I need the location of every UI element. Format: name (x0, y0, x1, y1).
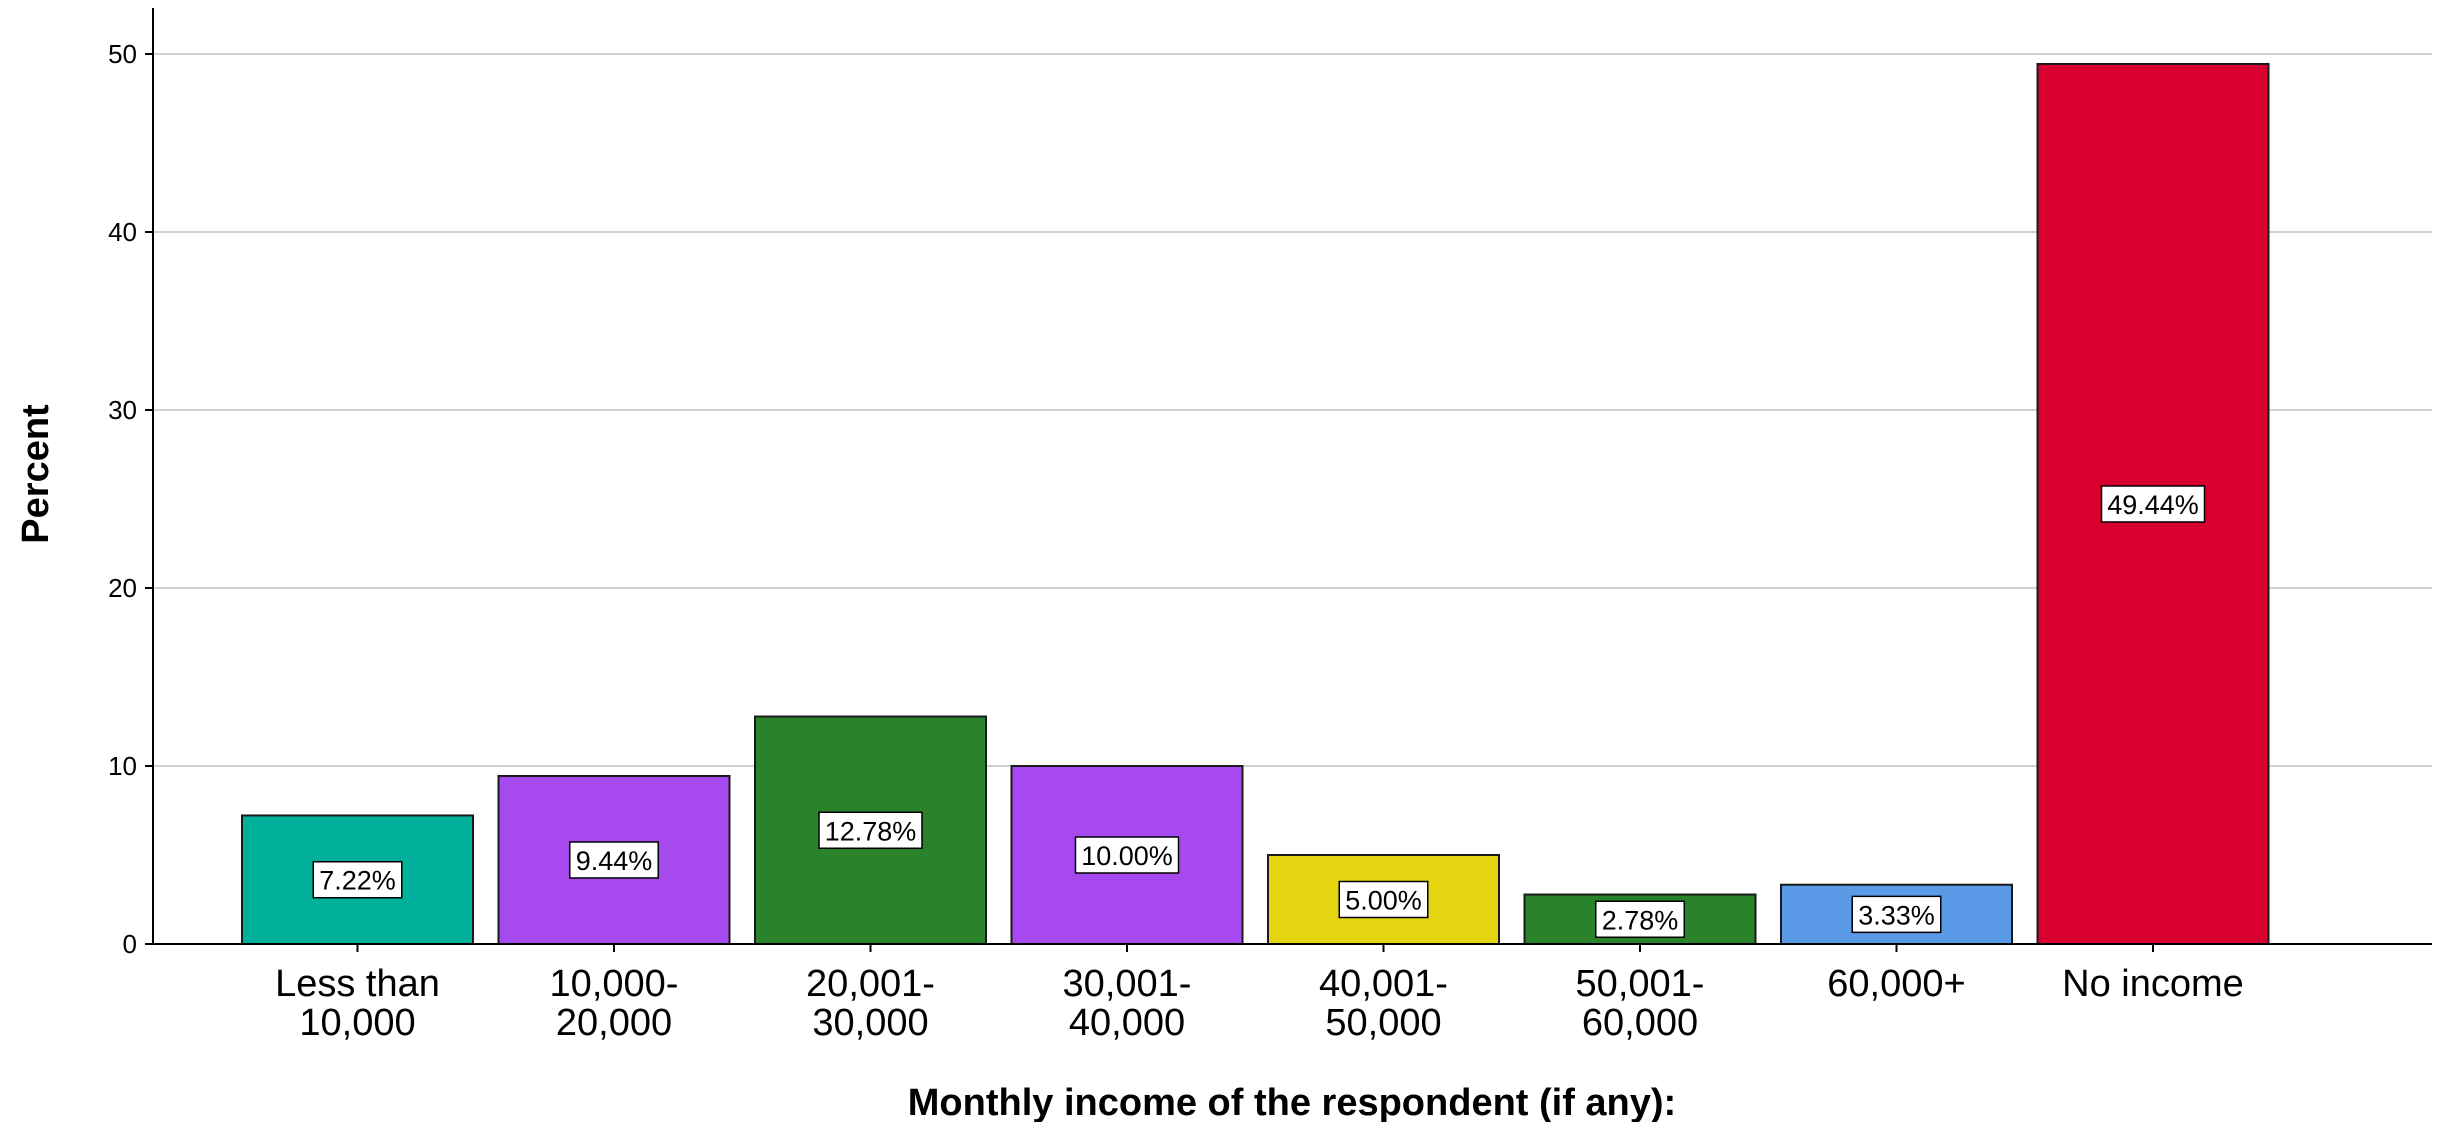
x-category-label: No income (2062, 963, 2244, 1005)
axes (152, 8, 2432, 945)
data-label-box (1338, 880, 1429, 919)
y-axis-title: Percent (15, 404, 57, 544)
x-category-label: 50,000 (1325, 1002, 1441, 1044)
y-tick-label: 40 (108, 217, 137, 247)
x-category-label: 10,000 (299, 1002, 415, 1044)
data-label: 7.22% (319, 866, 396, 896)
x-category-label: 60,000 (1582, 1002, 1698, 1044)
x-category-label: 10,000- (550, 963, 679, 1005)
data-label: 5.00% (1345, 886, 1422, 916)
data-label: 49.44% (2107, 490, 2199, 520)
x-category-label: Less than (275, 963, 440, 1005)
x-category-label: 30,001- (1063, 963, 1192, 1005)
x-category-label: 40,000 (1069, 1002, 1185, 1044)
data-label: 2.78% (1602, 905, 1679, 935)
x-axis-title: Monthly income of the respondent (if any… (908, 1082, 1676, 1122)
data-label: 3.33% (1858, 900, 1935, 930)
data-label-box (569, 841, 659, 879)
bars (241, 62, 2270, 946)
x-category-label: 60,000+ (1827, 963, 1965, 1005)
data-labels: 7.22% 9.44% 12.78% 10.00% 5.00% 2.78% 3.33% 49.… (312, 485, 2206, 939)
y-tick-label: 0 (123, 929, 137, 959)
data-label-box (1595, 900, 1685, 939)
y-tick-label: 20 (108, 573, 137, 603)
y-tick-label: 10 (108, 751, 137, 781)
x-category-label: 20,001- (806, 963, 935, 1005)
data-label: 9.44% (576, 846, 653, 876)
data-label-box (1074, 836, 1180, 874)
data-label-box (1851, 895, 1942, 934)
x-category-label: 40,001- (1319, 963, 1448, 1005)
y-ticks: 0 10 20 30 40 50 (108, 39, 153, 959)
data-label: 10.00% (1081, 841, 1173, 871)
x-categories: Less than10,00010,000-20,00020,001-30,00… (275, 944, 2244, 1044)
x-category-label: 30,000 (812, 1002, 928, 1044)
y-tick-label: 30 (108, 395, 137, 425)
data-label-box (818, 811, 923, 850)
x-category-label: 20,000 (556, 1002, 672, 1044)
x-category-label: 50,001- (1576, 963, 1705, 1005)
y-tick-label: 50 (108, 39, 137, 69)
data-label-box (2100, 485, 2206, 523)
data-label-box (312, 860, 403, 899)
data-label: 12.78% (825, 816, 917, 846)
